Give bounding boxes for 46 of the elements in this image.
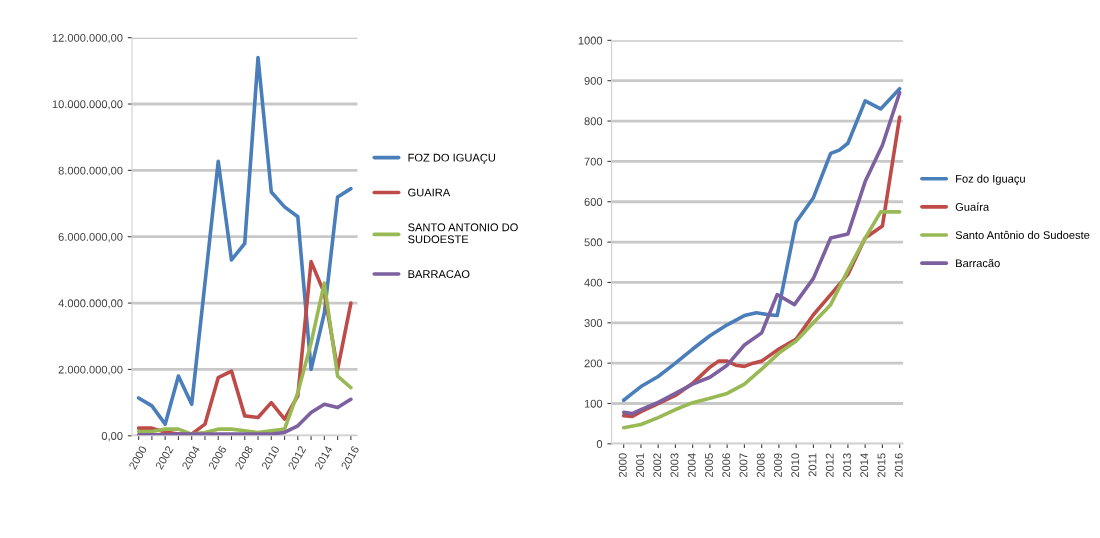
- y-tick-label: 6.000.000,00: [58, 232, 123, 243]
- legend-label: GUAIRA: [408, 188, 451, 197]
- x-tick-label: 2005: [705, 453, 713, 478]
- y-tick-label: 2.000.000,00: [58, 365, 123, 375]
- legend-label: Santo Antônio do Sudoeste: [955, 230, 1090, 239]
- x-tick-label: 2011: [808, 453, 817, 477]
- y-tick-label: 100: [584, 399, 603, 408]
- y-tick-label: 8.000.000,00: [58, 166, 123, 176]
- y-tick-label: 0,00: [101, 432, 123, 442]
- y-tick-label: 200: [584, 359, 603, 368]
- y-tick-label: 800: [584, 117, 603, 126]
- x-tick-label: 2010: [791, 453, 800, 478]
- legend-label: FOZ DO IGUAÇU: [408, 153, 496, 164]
- y-tick-label: 12.000.000,00: [52, 33, 123, 44]
- y-tick-label: 400: [584, 278, 603, 287]
- legend-label: Foz do Iguaçu: [956, 174, 1025, 185]
- legend-label: Barracão: [956, 259, 1000, 268]
- x-tick-label: 2016: [894, 453, 903, 478]
- legend-label: BARRACAO: [408, 270, 470, 279]
- x-tick-label: 2002: [653, 453, 662, 478]
- x-tick-label: 2013: [843, 453, 851, 478]
- y-tick-label: 600: [584, 198, 603, 206]
- x-tick-label: 2012: [825, 453, 834, 478]
- line-series: [136, 397, 353, 436]
- y-tick-label: 0: [596, 440, 603, 448]
- x-tick-label: 2007: [739, 453, 748, 478]
- y-tick-label: 900: [584, 76, 603, 85]
- y-tick-label: 10.000.000,00: [52, 100, 123, 110]
- line-series: [136, 55, 353, 426]
- y-tick-label: 300: [584, 319, 603, 327]
- x-tick-label: 2006: [722, 453, 731, 478]
- x-tick-label: 2015: [877, 453, 886, 478]
- y-tick-label: 700: [584, 157, 603, 166]
- x-tick-label: 2000: [618, 453, 627, 478]
- y-tick-label: 1000: [578, 36, 603, 45]
- y-tick-label: 4.000.000,00: [58, 299, 123, 309]
- x-tick-label: 2004: [687, 453, 696, 478]
- legend-label: SANTO ANTONIO DO SUDOESTE: [408, 223, 518, 244]
- legend-label: Guaíra: [955, 202, 990, 211]
- x-tick-label: 2014: [860, 453, 869, 478]
- y-tick-label: 500: [584, 238, 603, 247]
- line-series: [621, 210, 902, 430]
- x-tick-label: 2009: [774, 453, 782, 478]
- x-tick-label: 2008: [756, 453, 765, 478]
- x-tick-label: 2001: [636, 453, 644, 478]
- x-tick-label: 2003: [670, 453, 679, 478]
